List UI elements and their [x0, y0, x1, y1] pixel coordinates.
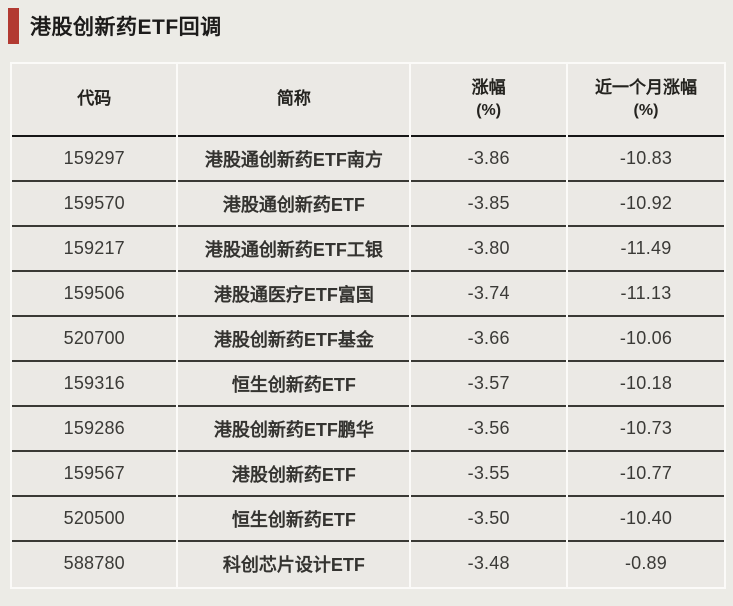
cell-change: -3.57	[411, 362, 566, 407]
cell-name: 恒生创新药ETF	[178, 362, 410, 407]
cell-code: 159316	[12, 362, 177, 407]
cell-code: 159567	[12, 452, 177, 497]
cell-month-change: -10.83	[567, 137, 724, 182]
table-row: 159217 港股通创新药ETF工银 -3.80 -11.49	[12, 227, 724, 272]
cell-name: 港股创新药ETF	[178, 452, 410, 497]
cell-code: 520700	[12, 317, 177, 362]
table-row: 520700 港股创新药ETF基金 -3.66 -10.06	[12, 317, 724, 362]
cell-name: 港股通创新药ETF	[178, 182, 410, 227]
cell-name: 港股通创新药ETF南方	[178, 137, 410, 182]
cell-name: 恒生创新药ETF	[178, 497, 410, 542]
column-header-code-label: 代码	[77, 89, 112, 109]
etf-table: 代码 简称 涨幅 (%) 近一个月涨幅 (%) 159297 港股通创新药ETF…	[10, 62, 726, 589]
table-body: 159297 港股通创新药ETF南方 -3.86 -10.83 159570 港…	[12, 137, 724, 587]
cell-code: 159570	[12, 182, 177, 227]
cell-month-change: -10.77	[567, 452, 724, 497]
cell-name: 港股通创新药ETF工银	[178, 227, 410, 272]
table-row: 159316 恒生创新药ETF -3.57 -10.18	[12, 362, 724, 407]
column-header-month-change-unit: (%)	[633, 102, 659, 120]
cell-change: -3.56	[411, 407, 566, 452]
cell-month-change: -10.73	[567, 407, 724, 452]
cell-month-change: -0.89	[567, 542, 724, 587]
table-header: 代码 简称 涨幅 (%) 近一个月涨幅 (%)	[12, 64, 724, 137]
cell-code: 159217	[12, 227, 177, 272]
cell-name: 港股创新药ETF鹏华	[178, 407, 410, 452]
cell-change: -3.48	[411, 542, 566, 587]
cell-change: -3.50	[411, 497, 566, 542]
cell-month-change: -10.18	[567, 362, 724, 407]
cell-change: -3.85	[411, 182, 566, 227]
cell-code: 588780	[12, 542, 177, 587]
table-row: 588780 科创芯片设计ETF -3.48 -0.89	[12, 542, 724, 587]
cell-change: -3.66	[411, 317, 566, 362]
cell-code: 159297	[12, 137, 177, 182]
table-row: 159297 港股通创新药ETF南方 -3.86 -10.83	[12, 137, 724, 182]
column-header-name: 简称	[178, 64, 410, 137]
cell-month-change: -10.06	[567, 317, 724, 362]
header-row: 代码 简称 涨幅 (%) 近一个月涨幅 (%)	[12, 64, 724, 137]
column-header-change: 涨幅 (%)	[411, 64, 566, 137]
column-header-month-change-label: 近一个月涨幅	[594, 78, 697, 98]
column-header-code: 代码	[12, 64, 177, 137]
cell-change: -3.55	[411, 452, 566, 497]
cell-change: -3.80	[411, 227, 566, 272]
table-row: 159570 港股通创新药ETF -3.85 -10.92	[12, 182, 724, 227]
cell-change: -3.74	[411, 272, 566, 317]
column-header-name-label: 简称	[276, 89, 311, 109]
cell-month-change: -10.40	[567, 497, 724, 542]
cell-code: 159506	[12, 272, 177, 317]
table-row: 159286 港股创新药ETF鹏华 -3.56 -10.73	[12, 407, 724, 452]
cell-code: 520500	[12, 497, 177, 542]
title-accent-bar	[8, 8, 19, 44]
cell-month-change: -11.13	[567, 272, 724, 317]
cell-code: 159286	[12, 407, 177, 452]
page-title: 港股创新药ETF回调	[30, 16, 222, 39]
column-header-change-unit: (%)	[476, 102, 502, 120]
cell-name: 港股通医疗ETF富国	[178, 272, 410, 317]
cell-name: 港股创新药ETF基金	[178, 317, 410, 362]
cell-name: 科创芯片设计ETF	[178, 542, 410, 587]
table-row: 159506 港股通医疗ETF富国 -3.74 -11.13	[12, 272, 724, 317]
column-header-month-change: 近一个月涨幅 (%)	[567, 64, 724, 137]
table-row: 159567 港股创新药ETF -3.55 -10.77	[12, 452, 724, 497]
column-header-change-label: 涨幅	[471, 78, 506, 98]
title-row: 港股创新药ETF回调	[0, 0, 733, 44]
table-row: 520500 恒生创新药ETF -3.50 -10.40	[12, 497, 724, 542]
cell-month-change: -11.49	[567, 227, 724, 272]
cell-change: -3.86	[411, 137, 566, 182]
cell-month-change: -10.92	[567, 182, 724, 227]
